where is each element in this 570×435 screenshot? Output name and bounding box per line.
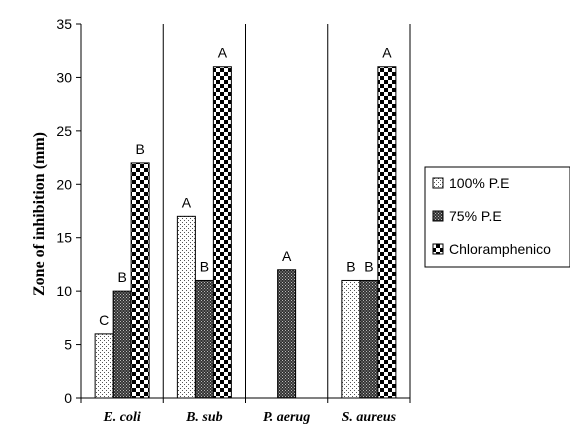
significance-label: B xyxy=(346,258,355,274)
y-axis-label: Zone of inhibition (mm) xyxy=(31,132,48,296)
bar xyxy=(194,279,214,399)
significance-label: A xyxy=(218,45,228,61)
significance-label: C xyxy=(99,312,109,328)
significance-label: B xyxy=(117,269,126,285)
y-tick-label: 10 xyxy=(56,283,72,299)
significance-label: B xyxy=(200,258,209,274)
bar xyxy=(212,66,232,399)
bar xyxy=(359,279,379,399)
legend-label: 100% P.E xyxy=(449,175,509,191)
x-tick-label: P. aerug xyxy=(263,410,310,425)
legend-box xyxy=(424,166,570,268)
bar xyxy=(277,269,297,399)
y-tick-label: 30 xyxy=(56,69,72,85)
legend-label: 75% P.E xyxy=(449,208,502,224)
y-tick-label: 35 xyxy=(56,16,72,32)
significance-label: B xyxy=(364,258,373,274)
y-tick-label: 20 xyxy=(56,176,72,192)
y-tick-label: 25 xyxy=(56,123,72,139)
x-tick-label: E. coli xyxy=(102,410,140,425)
legend-swatch xyxy=(432,177,444,189)
y-tick-label: 5 xyxy=(64,337,72,353)
legend-swatch xyxy=(432,210,444,222)
legend: 100% P.E 75% P.E Chloramphenico xyxy=(424,166,570,268)
legend-label: Chloramphenico xyxy=(449,241,551,257)
y-tick-label: 0 xyxy=(64,390,72,406)
legend-swatch xyxy=(432,243,444,255)
x-tick-label: S. aureus xyxy=(342,410,397,425)
plot-area: 0 5 10 15 20 25 30 35 E. coli B. sub P. aerug S. au… xyxy=(56,16,411,425)
significance-label: A xyxy=(182,194,192,210)
bar xyxy=(176,215,196,399)
bar xyxy=(130,162,150,399)
bar xyxy=(94,333,114,399)
bar xyxy=(112,290,132,399)
significance-label: B xyxy=(135,141,144,157)
significance-label: A xyxy=(382,45,392,61)
bar xyxy=(341,279,361,399)
x-tick-label: B. sub xyxy=(185,410,223,425)
significance-label: A xyxy=(282,248,292,264)
bar xyxy=(377,66,397,399)
y-tick-label: 15 xyxy=(56,230,72,246)
